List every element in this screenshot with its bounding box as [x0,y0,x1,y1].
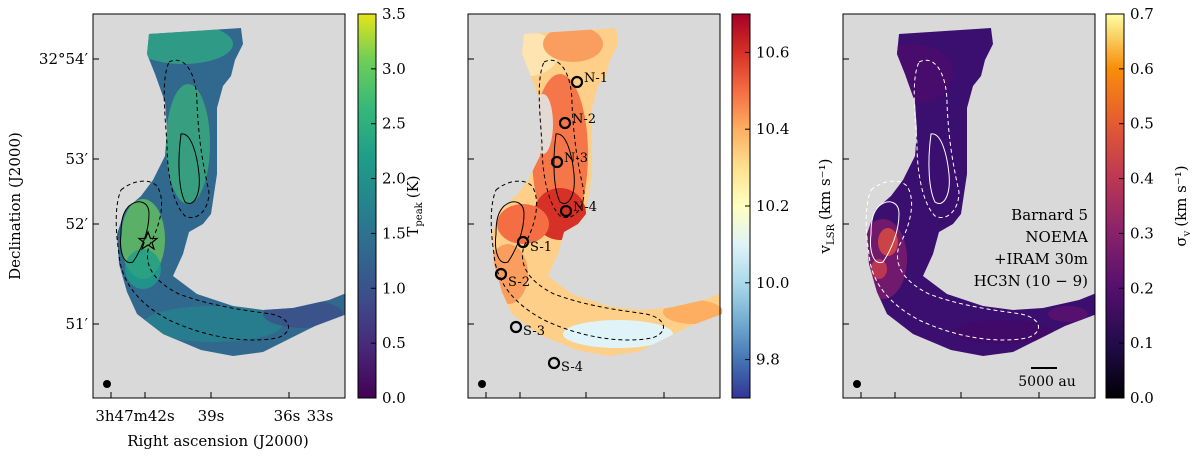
panel-tpeak-frame [92,13,346,399]
colorbar-sigma-label: σv(km s⁻¹) [1172,165,1193,246]
xtick-label-4: 33s [307,407,334,425]
source-marker-s1 [516,235,530,249]
source-marker-n2 [558,116,572,130]
xlabel: Right ascension (J2000) [127,432,309,450]
source-marker-n4 [559,204,573,218]
source-label-s3: S-3 [523,324,545,339]
source-marker-n1 [570,75,584,89]
colorbar-tick-label: 0.0 [1130,389,1154,407]
beam-marker [103,380,111,388]
beam-marker [478,380,486,388]
source-marker-s2 [494,267,508,281]
tpeak-ticks [93,58,290,398]
ytick-label-1: 32°54′ [39,50,89,68]
ylabel: Declination (J2000) [6,132,24,280]
panel-tpeak [92,13,346,399]
colorbar-tick-label: 3.0 [382,60,406,78]
ytick-label-2: 53′ [66,150,89,168]
panel-sigma-frame [842,13,1096,399]
sigma-ticks [843,58,1040,398]
colorbar-tick-label: 0.5 [1130,115,1154,133]
beam-marker [853,380,861,388]
xtick-label-1: 3h47m42s [95,407,174,425]
annotation-line-2: NOEMA [1025,228,1088,246]
colorbar-tick-label: 10.4 [756,120,789,138]
source-label-n3: N-3 [564,151,588,166]
annotation-line-3: +IRAM 30m [994,250,1088,268]
colorbar-vlsr: 9.8 10.0 10.2 10.4 10.6 [731,13,789,399]
colorbar-tick-label: 1.5 [382,224,406,242]
colorbar-tick-label: 0.3 [1130,224,1154,242]
panel-vlsr: N-1 N-2 N-3 N-4 S-1 S-2 S-3 S-4 [467,13,723,399]
xtick-label-2: 39s [198,407,225,425]
source-label-n4: N-4 [573,200,597,215]
colorbar-tpeak-label: Tpeak(K) [404,175,425,236]
colorbar-tick-label: 0.6 [1130,60,1154,78]
xtick-label-3: 36s [274,407,301,425]
vlsr-ticks [468,58,665,398]
colorbar-tick-label: 1.0 [382,279,406,297]
source-label-s2: S-2 [508,275,530,290]
annotation-line-4: HC3N (10 − 9) [974,272,1088,290]
colorbar-tick-label: 10.0 [756,274,789,292]
colorbar-tick-label: 0.7 [1130,5,1154,23]
colorbar-tick-label: 0.1 [1130,334,1154,352]
ytick-label-4: 51′ [66,315,89,333]
source-label-n1: N-1 [584,71,608,86]
panel-sigma: Barnard 5 NOEMA +IRAM 30m HC3N (10 − 9) … [842,13,1096,399]
colorbar-tick-label: 2.5 [382,115,406,133]
colorbar-tpeak: 0.0 0.5 1.0 1.5 2.0 2.5 3.0 3.5 [357,5,406,407]
colorbar-tick-label: 0.2 [1130,279,1154,297]
source-label-s1: S-1 [530,240,552,255]
colorbar-tick-label: 10.6 [756,43,789,61]
source-label-s4: S-4 [561,360,583,375]
source-marker-n3 [550,155,564,169]
star-marker [137,230,159,251]
annotation-line-1: Barnard 5 [1011,206,1088,224]
colorbar-vlsr-label: vLSR(km s⁻¹) [816,159,837,255]
source-label-n2: N-2 [572,112,596,127]
colorbar-tick-label: 3.5 [382,5,406,23]
colorbar-tick-label: 0.4 [1130,170,1154,188]
panel-vlsr-frame [467,13,721,399]
colorbar-sigma: 0.0 0.1 0.2 0.3 0.4 0.5 0.6 0.7 [1105,5,1154,407]
ytick-label-3: 52′ [66,215,89,233]
colorbar-tick-label: 2.0 [382,170,406,188]
colorbar-tick-label: 0.0 [382,389,406,407]
colorbar-tick-label: 9.8 [756,351,780,369]
source-marker-s4 [547,356,561,370]
source-marker-s3 [509,320,523,334]
colorbar-tick-label: 0.5 [382,334,406,352]
scalebar-label: 5000 au [1018,374,1075,390]
colorbar-tick-label: 10.2 [756,197,789,215]
